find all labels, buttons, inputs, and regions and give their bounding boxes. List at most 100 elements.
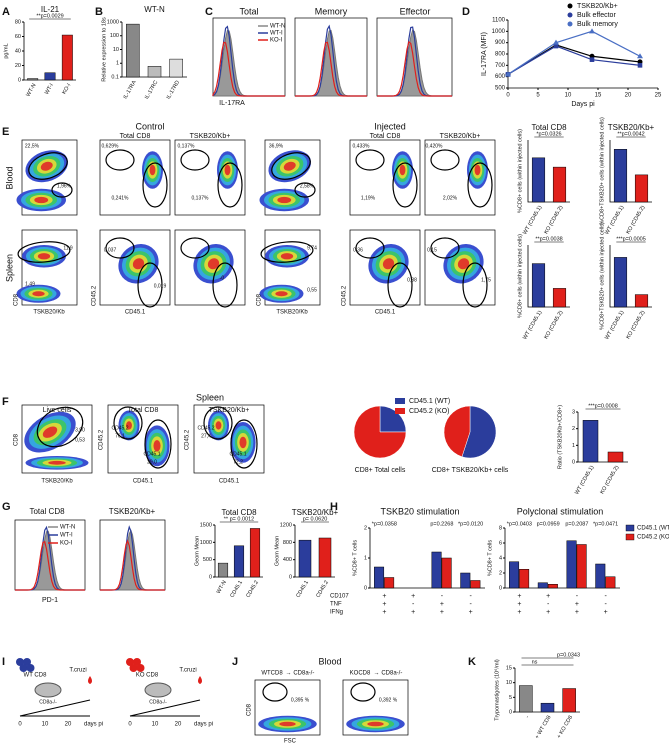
annotation: *p=0.0358 [372,521,397,527]
label: CD45.1 [133,479,154,485]
flow-density [132,258,145,270]
bar [595,563,606,589]
annotation: p=0.0959 [537,521,560,527]
panel-letter: A [2,6,10,18]
label: CD45.1 [230,451,247,457]
label: CD45.2 [92,285,98,306]
label: 0,137% [192,195,210,201]
panel-letter: H [330,501,338,513]
label: TSKB20/Kb+ [109,507,156,516]
label: CD8+ TSKB20/Kb+ cells [432,467,509,474]
label: KO-I [270,38,283,44]
bar [61,34,73,81]
label: KO-I [60,541,73,547]
bar [431,551,442,589]
x-tick-label: 25 [655,93,662,99]
label: CD8 [247,703,253,716]
annotation: **p=0.0029 [36,13,63,19]
x-tick-label: KO (CD45.2) [625,205,646,236]
gate [271,152,311,180]
legend-label: TSKB20/Kb+ [577,3,618,10]
label: Total CD8 [128,407,159,414]
y-axis-label: %CD8+ T cells [487,540,493,577]
bar [441,557,452,589]
y-tick-label: 5 [509,695,512,701]
x-tick-label: IL-17RA [123,79,138,100]
bar [613,257,628,308]
histogram-line [295,41,367,97]
flow-density [367,721,384,727]
flow-density [126,421,132,430]
x-tick-label: 0 [506,93,510,99]
label: WT-N [60,525,75,531]
label: Blood [4,166,14,189]
x-tick-label: IL-17RC [144,80,159,101]
x-tick-label: - [525,715,531,720]
point [505,71,511,77]
label: 0 [18,722,22,728]
label: FSC [284,739,297,744]
gate [36,406,84,448]
label: Total [239,6,258,16]
mouse-icon [34,682,62,698]
x-tick-label: + WT CD8 [534,715,552,740]
label: TSKB20/Kb+ [440,133,481,140]
label: TSKB20/Kb+ [209,407,250,414]
gate [392,162,418,208]
y-axis-label: %CD8+TSKB20+ cells (within injected cell… [599,222,605,330]
label: 0,019 [154,283,167,289]
label: WT-I [60,533,73,539]
annotation: ***p=0.0005 [616,236,646,242]
flow-density [224,164,231,176]
label: 20 [175,722,182,728]
flow-density [42,426,58,438]
timeline [19,699,91,717]
bar [519,569,530,589]
y-axis-label: Geom Mean [274,536,280,566]
legend-label: CD45.1 (WT) [637,526,669,532]
cell-icon [133,658,141,666]
y-tick-label: 1000 [200,540,212,546]
label: Spleen [196,392,224,402]
label: CD8 [14,433,20,446]
bar [607,451,624,463]
label: 0,15 [427,247,437,253]
label: days pi [194,722,213,728]
point [637,63,643,68]
y-tick-label: 10 [113,47,119,53]
label: CD8 [257,293,263,306]
label: 36,9% [269,143,284,149]
bar [562,688,576,713]
label: 0,395 % [291,697,310,703]
legend-swatch [567,21,573,27]
legend-label: Bulk effector [577,12,616,19]
label: 0,037 [104,247,117,253]
y-tick-label: 0 [499,585,502,591]
bar [298,539,312,578]
condition-sign: - [469,593,472,600]
x-tick-label: IL-17RD [166,80,181,101]
x-tick-label: CD45.1 [229,580,244,599]
condition-sign: + [517,609,521,616]
condition-sign: - [547,601,550,608]
cell-icon [19,664,28,672]
gate [355,237,385,259]
y-tick-label: 100 [110,33,119,39]
legend-label: Bulk memory [577,21,618,28]
y-tick-label: 900 [495,40,506,46]
bar [531,263,546,308]
condition-label: TNF [330,602,342,608]
flow-density [474,164,481,176]
bar [509,561,520,589]
x-tick-label: KO (CD45.2) [625,310,646,341]
cell-icon [26,664,35,672]
label: 1,96% [57,183,72,189]
label: 27,4 [201,433,211,439]
legend-swatch [625,524,635,532]
condition-sign: + [382,601,386,608]
condition-sign: - [604,593,607,600]
bar [613,149,628,203]
condition-label: CD107 [330,594,349,600]
label: Total CD8 [370,133,401,140]
y-axis-label: %CD8+ cells (within injected cells) [517,234,523,318]
